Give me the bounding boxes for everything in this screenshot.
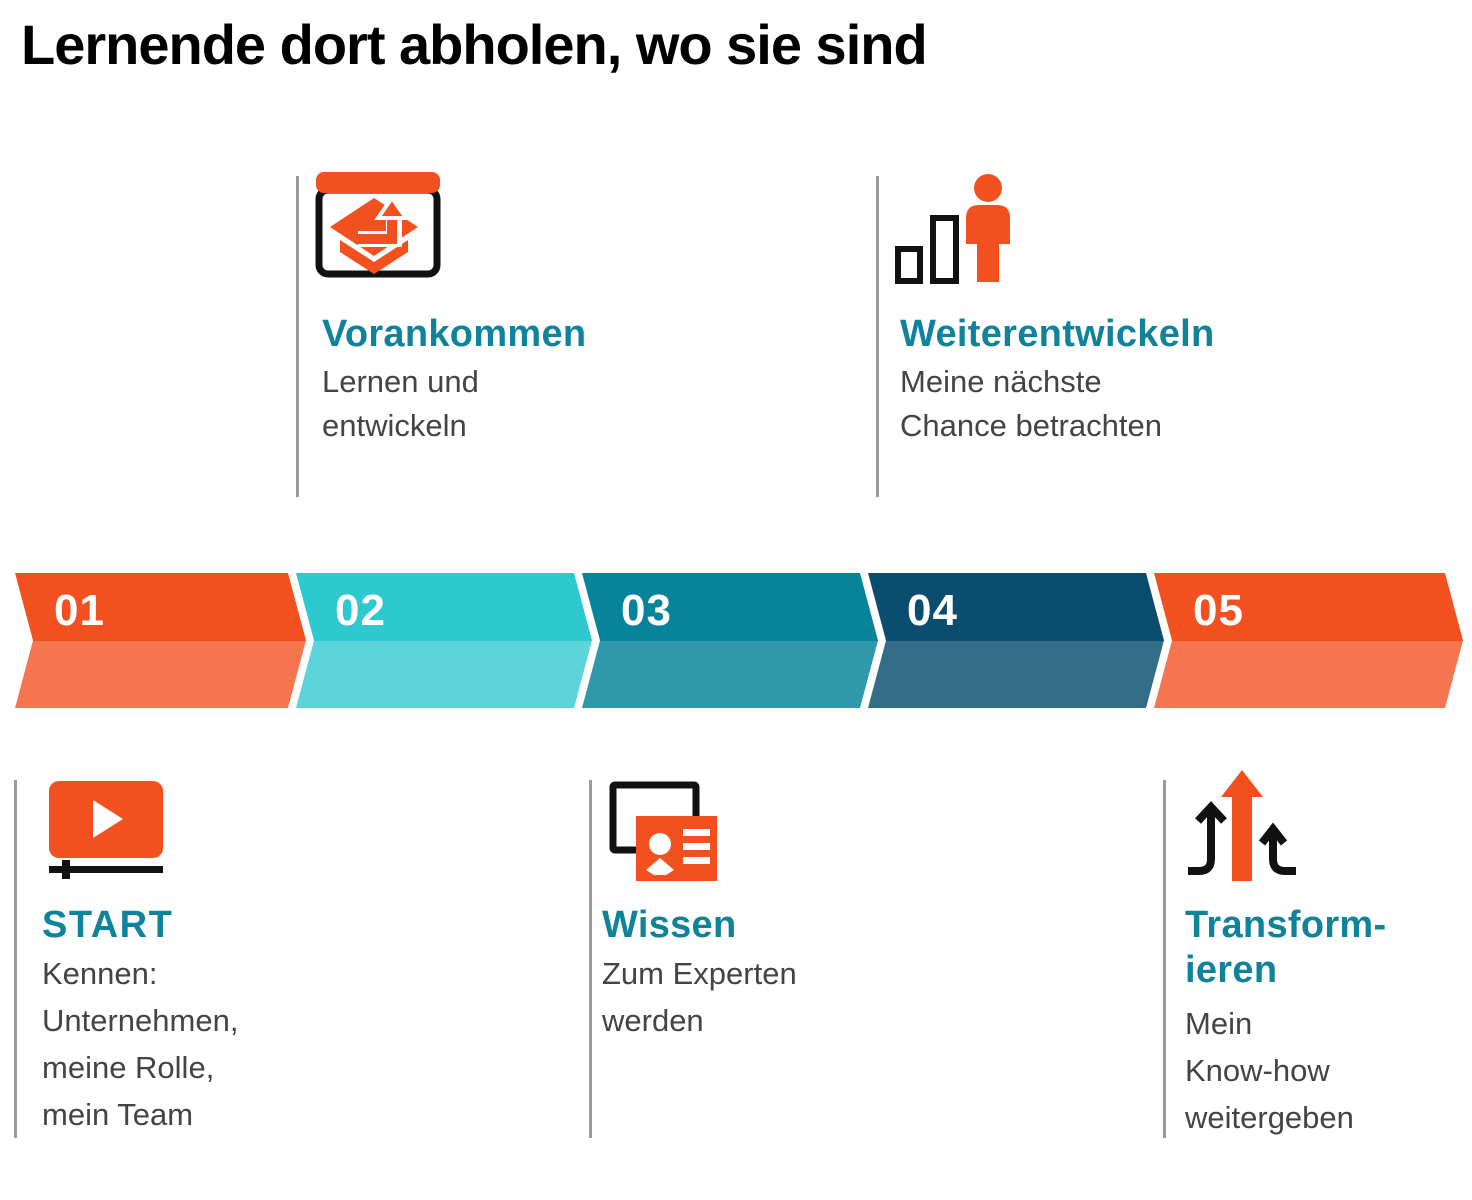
transformieren-heading: Transform- ieren xyxy=(1185,904,1387,991)
vorankommen-heading: Vorankommen xyxy=(322,313,587,355)
learning-window-icon xyxy=(315,172,441,278)
wissen-heading: Wissen xyxy=(602,904,737,946)
vorankommen-body: Lernen und entwickeln xyxy=(322,364,479,443)
step-number: 02 xyxy=(335,586,386,635)
step-number: 04 xyxy=(907,586,958,635)
step-number: 05 xyxy=(1193,586,1244,635)
timeline-step-05: 05 xyxy=(1154,573,1463,708)
timeline-step-04: 04 xyxy=(868,573,1164,708)
divider-start xyxy=(14,780,17,1138)
timeline-step-02: 02 xyxy=(296,573,592,708)
divider-weiterentwickeln xyxy=(876,176,879,497)
page-title: Lernende dort abholen, wo sie sind xyxy=(21,13,928,76)
divider-transformieren xyxy=(1163,780,1166,1138)
divider-wissen xyxy=(589,780,592,1138)
timeline-step-03: 03 xyxy=(582,573,878,708)
weiterentwickeln-heading: Weiterentwickeln xyxy=(900,313,1215,355)
start-body: Kennen: Unternehmen, meine Rolle, mein T… xyxy=(42,956,239,1132)
step-number: 01 xyxy=(54,586,105,635)
transform-arrows-icon xyxy=(1188,770,1296,881)
divider-vorankommen xyxy=(296,176,299,497)
wissen-body: Zum Experten werden xyxy=(602,956,797,1038)
person-growth-chart-icon xyxy=(895,174,1010,284)
transformieren-body: Mein Know-how weitergeben xyxy=(1185,1006,1354,1135)
timeline-step-01: 01 xyxy=(15,573,306,708)
step-number: 03 xyxy=(621,586,672,635)
id-badge-icon xyxy=(609,781,717,881)
weiterentwickeln-body: Meine nächste Chance betrachten xyxy=(900,364,1162,443)
video-player-icon xyxy=(49,781,163,879)
start-heading: START xyxy=(42,904,174,946)
